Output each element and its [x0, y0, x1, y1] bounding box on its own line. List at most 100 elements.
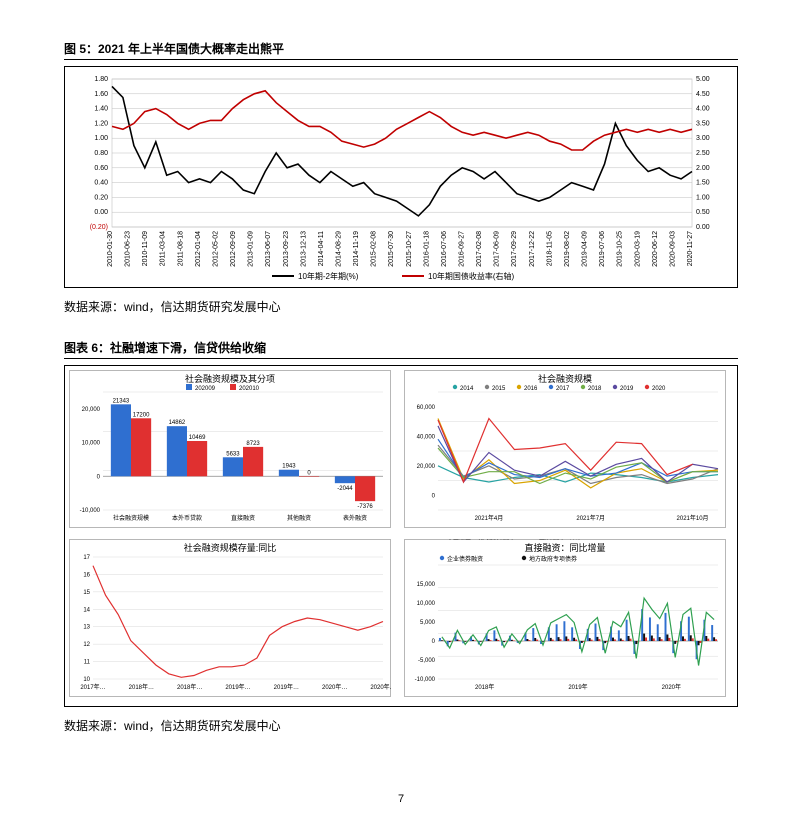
- svg-text:2012-05-02: 2012-05-02: [212, 231, 219, 267]
- fig6-source: 数据来源：wind，信达期货研究发展中心: [64, 717, 738, 734]
- page-number: 7: [0, 793, 802, 805]
- svg-text:2020年…: 2020年…: [322, 683, 347, 691]
- svg-text:2010-11-09: 2010-11-09: [142, 231, 149, 266]
- svg-text:2013-06-07: 2013-06-07: [265, 231, 272, 267]
- svg-text:2020-11-27: 2020-11-27: [687, 231, 694, 266]
- svg-text:10,000: 10,000: [417, 601, 436, 607]
- svg-text:其他融资: 其他融资: [287, 514, 311, 522]
- svg-text:1.40: 1.40: [94, 106, 108, 113]
- fig6-title: 图表 6：社融增速下滑，信贷供给收缩: [64, 339, 738, 356]
- svg-text:13: 13: [83, 625, 90, 631]
- svg-text:2010-01-30: 2010-01-30: [107, 231, 114, 267]
- fig6-bl-chart: 社会融资规模存量:同比10111213141516172017年…2018年…2…: [69, 539, 391, 697]
- svg-text:5,000: 5,000: [420, 620, 436, 626]
- svg-text:直接融资：合计: 直接融资：合计: [539, 539, 581, 541]
- svg-text:2020: 2020: [652, 386, 666, 392]
- svg-text:0.40: 0.40: [94, 180, 108, 187]
- svg-text:表外融资: 表外融资: [343, 514, 367, 522]
- svg-text:0: 0: [307, 470, 311, 476]
- svg-text:10,000: 10,000: [82, 441, 101, 447]
- svg-text:0.00: 0.00: [94, 209, 108, 216]
- svg-text:2018: 2018: [588, 386, 602, 392]
- svg-text:社会融资规模及其分项: 社会融资规模及其分项: [185, 373, 275, 384]
- svg-text:企业债券融资: 企业债券融资: [447, 555, 483, 563]
- svg-text:2011-08-18: 2011-08-18: [177, 231, 184, 266]
- svg-text:12: 12: [83, 642, 90, 648]
- svg-text:-7376: -7376: [357, 504, 373, 510]
- svg-text:2012-09-09: 2012-09-09: [230, 231, 237, 267]
- svg-text:3.00: 3.00: [696, 135, 710, 142]
- svg-text:地方政府专项债券: 地方政府专项债券: [529, 555, 577, 563]
- svg-text:0: 0: [432, 639, 436, 645]
- svg-text:4.00: 4.00: [696, 106, 710, 113]
- svg-text:16: 16: [83, 572, 90, 578]
- svg-text:0.60: 0.60: [94, 165, 108, 172]
- svg-text:2019年…: 2019年…: [225, 683, 250, 691]
- svg-text:直接融资: 直接融资: [231, 514, 255, 522]
- fig5-source: 数据来源：wind，信达期货研究发展中心: [64, 298, 738, 315]
- svg-text:2.50: 2.50: [696, 150, 710, 157]
- svg-text:1.20: 1.20: [94, 120, 108, 127]
- svg-text:10年期-2年期(%): 10年期-2年期(%): [298, 271, 359, 281]
- svg-text:202009: 202009: [195, 386, 216, 392]
- svg-text:15: 15: [83, 590, 90, 596]
- svg-text:2020年: 2020年: [662, 683, 681, 691]
- svg-text:2014-11-19: 2014-11-19: [353, 231, 360, 266]
- svg-text:2019-10-25: 2019-10-25: [617, 231, 624, 267]
- fig5-title: 图 5：2021 年上半年国债大概率走出熊平: [64, 40, 738, 57]
- svg-text:202010: 202010: [239, 386, 260, 392]
- svg-text:2.00: 2.00: [696, 165, 710, 172]
- svg-text:14: 14: [83, 607, 90, 613]
- svg-text:2014-08-29: 2014-08-29: [335, 231, 342, 267]
- svg-text:(0.20): (0.20): [90, 224, 108, 231]
- svg-text:2016-07-06: 2016-07-06: [441, 231, 448, 267]
- svg-text:2015-10-27: 2015-10-27: [406, 231, 413, 267]
- svg-text:2010-06-23: 2010-06-23: [125, 231, 132, 267]
- svg-text:1.50: 1.50: [696, 180, 710, 187]
- svg-text:10469: 10469: [189, 435, 206, 441]
- svg-text:5.00: 5.00: [696, 76, 710, 83]
- svg-text:2018年: 2018年: [475, 683, 494, 691]
- svg-text:2014-04-11: 2014-04-11: [318, 231, 325, 266]
- svg-text:2020年…: 2020年…: [370, 683, 391, 691]
- svg-text:2015-07-30: 2015-07-30: [388, 231, 395, 267]
- svg-text:1.60: 1.60: [94, 91, 108, 98]
- svg-text:直接融资：同比增量: 直接融资：同比增量: [524, 542, 605, 553]
- svg-text:2020-06-12: 2020-06-12: [652, 231, 659, 267]
- svg-text:0: 0: [432, 493, 436, 499]
- svg-text:2014: 2014: [460, 386, 474, 392]
- svg-text:2017: 2017: [556, 386, 570, 392]
- svg-text:2016: 2016: [524, 386, 538, 392]
- svg-text:1.00: 1.00: [94, 135, 108, 142]
- svg-text:2021年4月: 2021年4月: [475, 514, 504, 522]
- svg-text:2018年…: 2018年…: [129, 683, 154, 691]
- svg-text:2016-01-18: 2016-01-18: [423, 231, 430, 267]
- svg-text:8723: 8723: [246, 441, 260, 447]
- svg-text:10年期国债收益率(右轴): 10年期国债收益率(右轴): [428, 271, 515, 281]
- svg-text:15,000: 15,000: [417, 582, 436, 588]
- svg-text:5633: 5633: [226, 451, 240, 457]
- svg-text:0.00: 0.00: [696, 224, 710, 231]
- svg-text:14862: 14862: [169, 420, 186, 426]
- svg-text:非金融企业境内股票融资: 非金融企业境内股票融资: [447, 539, 513, 541]
- svg-text:2015: 2015: [492, 386, 506, 392]
- svg-text:2017年…: 2017年…: [80, 683, 105, 691]
- svg-text:2013-01-09: 2013-01-09: [248, 231, 255, 267]
- svg-text:20,000: 20,000: [82, 407, 101, 413]
- svg-text:本外币贷款: 本外币贷款: [172, 514, 202, 522]
- svg-text:0.80: 0.80: [94, 150, 108, 157]
- svg-text:2020-03-19: 2020-03-19: [634, 231, 641, 267]
- svg-text:40,000: 40,000: [417, 434, 436, 440]
- svg-text:2019年…: 2019年…: [274, 683, 299, 691]
- svg-text:2017-09-29: 2017-09-29: [511, 231, 518, 267]
- svg-text:2018年…: 2018年…: [177, 683, 202, 691]
- svg-text:2011-03-04: 2011-03-04: [160, 231, 167, 266]
- svg-text:社会融资规模: 社会融资规模: [113, 514, 149, 522]
- svg-text:2019-08-02: 2019-08-02: [564, 231, 571, 267]
- svg-text:3.50: 3.50: [696, 120, 710, 127]
- svg-text:2013-09-23: 2013-09-23: [283, 231, 290, 267]
- fig6-tr-chart: 社会融资规模2014201520162017201820192020020,00…: [404, 370, 726, 528]
- fig6-container: 社会融资规模及其分项202009202010-10,000010,00020,0…: [64, 365, 738, 707]
- svg-text:17200: 17200: [133, 412, 150, 418]
- svg-text:社会融资规模: 社会融资规模: [538, 373, 592, 384]
